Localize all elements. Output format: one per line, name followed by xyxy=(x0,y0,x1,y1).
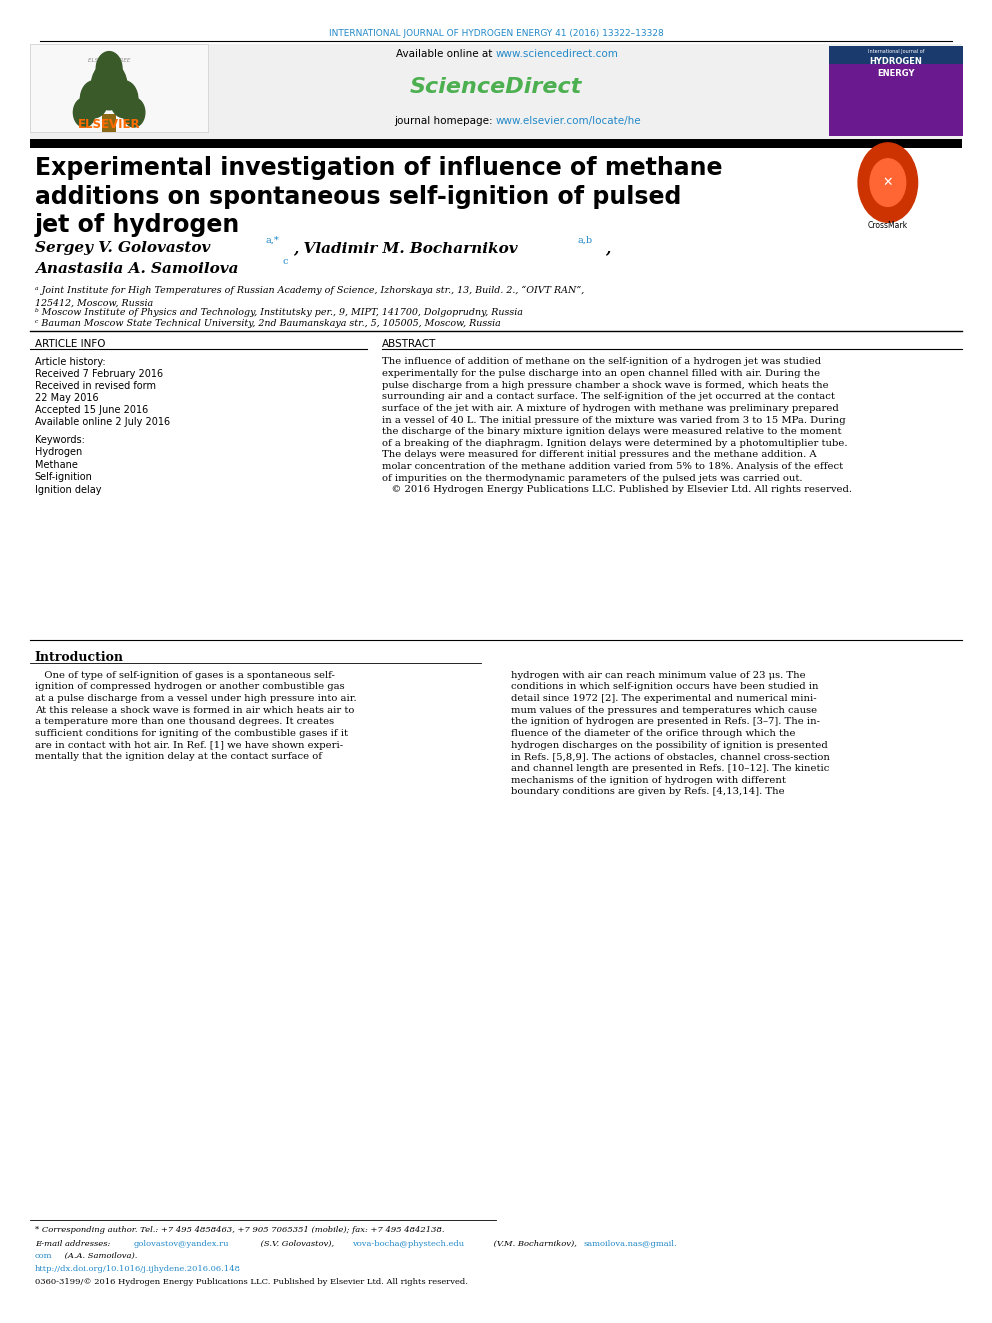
Text: , Vladimir M. Bocharnikov: , Vladimir M. Bocharnikov xyxy=(293,241,517,255)
Text: jet of hydrogen: jet of hydrogen xyxy=(35,213,240,237)
Text: ᵃ Joint Institute for High Temperatures of Russian Academy of Science, Izhorskay: ᵃ Joint Institute for High Temperatures … xyxy=(35,286,584,307)
Text: vova-bocha@phystech.edu: vova-bocha@phystech.edu xyxy=(352,1240,464,1248)
Text: ABSTRACT: ABSTRACT xyxy=(382,339,436,349)
Text: One of type of self-ignition of gases is a spontaneous self-
ignition of compres: One of type of self-ignition of gases is… xyxy=(35,671,356,761)
Text: * Corresponding author. Tel.: +7 495 4858463, +7 905 7065351 (mobile); fax: +7 4: * Corresponding author. Tel.: +7 495 485… xyxy=(35,1226,444,1234)
Circle shape xyxy=(73,98,95,127)
Text: Self-ignition: Self-ignition xyxy=(35,472,92,483)
Text: ELSEVIER: ELSEVIER xyxy=(77,118,141,131)
Text: ,: , xyxy=(605,241,610,255)
FancyBboxPatch shape xyxy=(829,64,963,136)
Text: 22 May 2016: 22 May 2016 xyxy=(35,393,98,404)
Text: Article history:: Article history: xyxy=(35,357,105,368)
Text: com: com xyxy=(35,1252,53,1259)
Text: International Journal of: International Journal of xyxy=(868,49,924,54)
Text: ᶜ Bauman Moscow State Technical University, 2nd Baumanskaya str., 5, 105005, Mos: ᶜ Bauman Moscow State Technical Universi… xyxy=(35,319,501,328)
Text: Received in revised form: Received in revised form xyxy=(35,381,156,392)
Text: Hydrogen: Hydrogen xyxy=(35,447,82,458)
Text: INTERNATIONAL JOURNAL OF HYDROGEN ENERGY 41 (2016) 13322–13328: INTERNATIONAL JOURNAL OF HYDROGEN ENERGY… xyxy=(328,29,664,38)
Text: Received 7 February 2016: Received 7 February 2016 xyxy=(35,369,163,380)
Text: http://dx.doi.org/10.1016/j.ijhydene.2016.06.148: http://dx.doi.org/10.1016/j.ijhydene.201… xyxy=(35,1265,241,1273)
Text: ENERGY: ENERGY xyxy=(877,69,915,78)
FancyBboxPatch shape xyxy=(102,114,116,132)
Text: samoilova.nas@gmail.: samoilova.nas@gmail. xyxy=(583,1240,677,1248)
Text: hydrogen with air can reach minimum value of 23 μs. The
conditions in which self: hydrogen with air can reach minimum valu… xyxy=(511,671,829,796)
Circle shape xyxy=(870,159,906,206)
Text: ELSEVIER TREE: ELSEVIER TREE xyxy=(88,58,130,64)
Circle shape xyxy=(110,81,138,118)
Circle shape xyxy=(858,143,918,222)
Text: Ignition delay: Ignition delay xyxy=(35,484,101,495)
Text: Methane: Methane xyxy=(35,459,77,470)
Text: Experimental investigation of influence of methane: Experimental investigation of influence … xyxy=(35,156,722,180)
Text: The influence of addition of methane on the self-ignition of a hydrogen jet was : The influence of addition of methane on … xyxy=(382,357,852,495)
Text: additions on spontaneous self-ignition of pulsed: additions on spontaneous self-ignition o… xyxy=(35,185,682,209)
Text: E-mail addresses:: E-mail addresses: xyxy=(35,1240,113,1248)
Text: a,b: a,b xyxy=(577,235,592,245)
FancyBboxPatch shape xyxy=(30,139,962,148)
Circle shape xyxy=(80,81,108,118)
Text: HYDROGEN: HYDROGEN xyxy=(869,57,923,66)
Text: ARTICLE INFO: ARTICLE INFO xyxy=(35,339,105,349)
Text: www.elsevier.com/locate/he: www.elsevier.com/locate/he xyxy=(496,115,642,126)
Text: ScienceDirect: ScienceDirect xyxy=(410,77,582,97)
FancyBboxPatch shape xyxy=(30,44,208,132)
Text: journal homepage:: journal homepage: xyxy=(394,115,496,126)
Text: Keywords:: Keywords: xyxy=(35,435,84,446)
Text: Sergey V. Golovastov: Sergey V. Golovastov xyxy=(35,241,210,255)
Text: ✕: ✕ xyxy=(883,176,893,189)
Text: CrossMark: CrossMark xyxy=(868,221,908,230)
Text: 0360-3199/© 2016 Hydrogen Energy Publications LLC. Published by Elsevier Ltd. Al: 0360-3199/© 2016 Hydrogen Energy Publica… xyxy=(35,1278,467,1286)
Text: (S.V. Golovastov),: (S.V. Golovastov), xyxy=(258,1240,336,1248)
Circle shape xyxy=(91,62,127,110)
Text: Introduction: Introduction xyxy=(35,651,124,664)
Text: golovastov@yandex.ru: golovastov@yandex.ru xyxy=(134,1240,229,1248)
Text: c: c xyxy=(283,257,289,266)
FancyBboxPatch shape xyxy=(829,46,963,136)
Circle shape xyxy=(123,98,145,127)
Text: (V.M. Bocharnikov),: (V.M. Bocharnikov), xyxy=(491,1240,579,1248)
Text: ᵇ Moscow Institute of Physics and Technology, Institutsky per., 9, MIPT, 141700,: ᵇ Moscow Institute of Physics and Techno… xyxy=(35,308,523,318)
Text: Available online at: Available online at xyxy=(397,49,496,60)
Text: Available online 2 July 2016: Available online 2 July 2016 xyxy=(35,417,170,427)
Text: a,*: a,* xyxy=(266,235,280,245)
Text: Accepted 15 June 2016: Accepted 15 June 2016 xyxy=(35,405,148,415)
FancyBboxPatch shape xyxy=(30,44,962,139)
Text: (A.A. Samoilova).: (A.A. Samoilova). xyxy=(62,1252,138,1259)
Text: www.sciencedirect.com: www.sciencedirect.com xyxy=(496,49,619,60)
Text: Anastasiia A. Samoilova: Anastasiia A. Samoilova xyxy=(35,262,238,277)
Circle shape xyxy=(96,52,122,86)
